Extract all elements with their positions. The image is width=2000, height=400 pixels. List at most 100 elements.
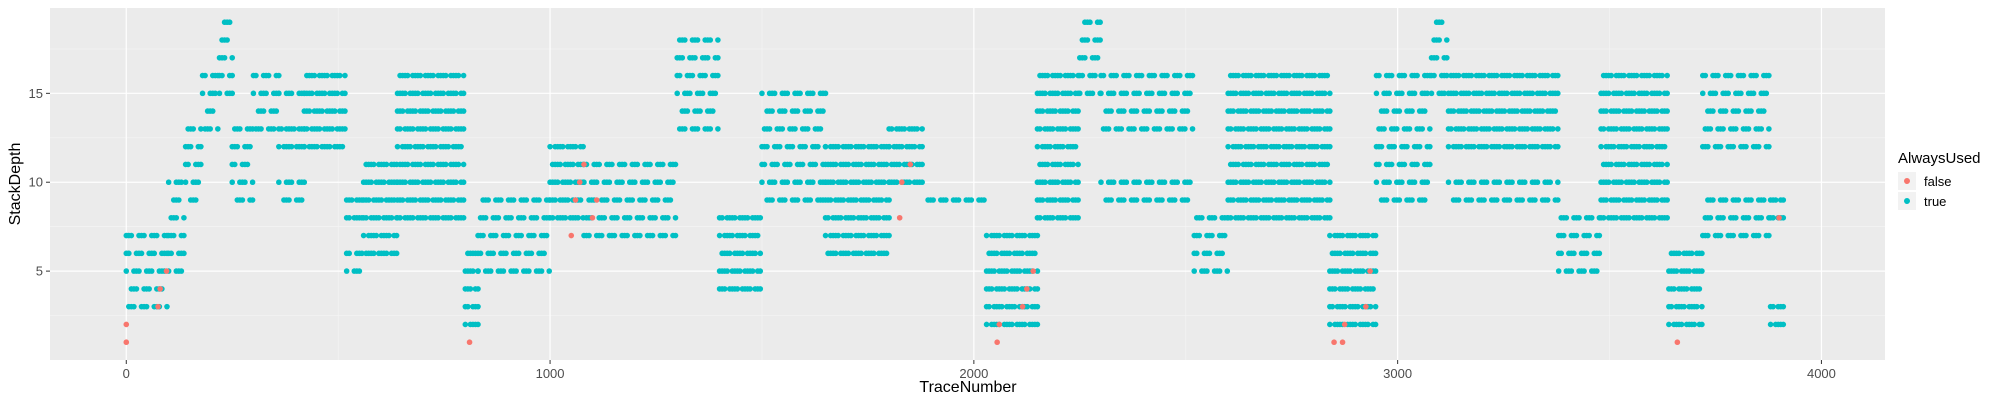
- point-true: [1712, 90, 1719, 97]
- point-true: [1424, 90, 1431, 97]
- point-true: [265, 72, 272, 79]
- point-true: [460, 161, 467, 168]
- point-false: [1341, 321, 1348, 328]
- point-true: [1288, 143, 1295, 150]
- point-true: [498, 197, 504, 203]
- point-true: [1539, 108, 1546, 114]
- point-true: [356, 268, 363, 274]
- point-true: [301, 143, 308, 150]
- point-true: [1365, 321, 1371, 328]
- point-true: [1699, 268, 1705, 274]
- point-true: [422, 214, 429, 221]
- point-true: [1644, 90, 1650, 97]
- point-true: [276, 90, 282, 97]
- point-true: [1105, 126, 1112, 132]
- point-true: [784, 90, 791, 97]
- point-true: [455, 72, 462, 79]
- point-true: [1271, 90, 1277, 97]
- point-true: [1065, 108, 1071, 114]
- point-true: [672, 232, 679, 239]
- point-true: [1427, 161, 1433, 168]
- point-true: [1483, 143, 1490, 150]
- point-true: [247, 143, 253, 150]
- point-true: [412, 197, 419, 203]
- point-true: [1230, 197, 1237, 203]
- point-true: [1478, 90, 1485, 97]
- point-true: [1616, 197, 1622, 203]
- point-true: [930, 197, 936, 203]
- point-true: [1199, 214, 1205, 221]
- point-true: [1506, 197, 1513, 203]
- point-true: [370, 161, 377, 168]
- point-true: [209, 108, 216, 114]
- point-true: [843, 179, 849, 186]
- point-true: [810, 179, 816, 186]
- point-true: [226, 19, 233, 26]
- point-true: [639, 214, 646, 221]
- x-axis-title: TraceNumber: [919, 379, 1017, 396]
- point-true: [1699, 303, 1705, 310]
- plot-panel: [50, 8, 1885, 360]
- point-true: [1766, 232, 1772, 239]
- point-true: [1529, 90, 1536, 97]
- point-true: [1316, 126, 1323, 132]
- y-axis-ticks: 5 10 15: [29, 86, 50, 279]
- point-true: [616, 197, 623, 203]
- point-true: [1337, 250, 1343, 257]
- point-true: [460, 179, 467, 186]
- point-true: [1327, 214, 1333, 221]
- point-true: [1699, 250, 1705, 257]
- point-true: [448, 214, 454, 221]
- point-true: [199, 90, 206, 97]
- point-true: [692, 54, 698, 61]
- point-true: [1321, 179, 1328, 186]
- point-true: [554, 179, 561, 186]
- point-true: [460, 108, 467, 114]
- point-true: [1146, 197, 1153, 203]
- point-true: [1471, 179, 1477, 186]
- point-true: [1327, 90, 1333, 97]
- point-true: [822, 90, 829, 97]
- point-true: [1151, 72, 1158, 79]
- point-true: [422, 126, 429, 132]
- point-true: [304, 126, 310, 132]
- point-true: [981, 197, 987, 203]
- point-true: [906, 179, 913, 186]
- point-true: [1082, 54, 1088, 61]
- point-true: [342, 126, 348, 132]
- point-true: [1555, 90, 1561, 97]
- point-true: [533, 214, 540, 221]
- point-true: [1100, 72, 1107, 79]
- point-true: [1065, 197, 1071, 203]
- point-true: [1534, 143, 1541, 150]
- point-true: [510, 197, 517, 203]
- point-false: [568, 232, 575, 239]
- point-true: [726, 250, 733, 257]
- point-true: [430, 72, 436, 79]
- point-true: [397, 126, 403, 132]
- point-true: [1044, 161, 1051, 168]
- point-true: [331, 108, 338, 114]
- point-true: [1149, 90, 1155, 97]
- point-true: [523, 197, 530, 203]
- point-true: [858, 161, 864, 168]
- point-true: [549, 214, 556, 221]
- point-true: [1438, 19, 1445, 26]
- point-true: [224, 37, 230, 43]
- point-true: [1766, 143, 1772, 150]
- point-true: [1372, 232, 1379, 239]
- point-true: [1688, 250, 1695, 257]
- y-tick-label: 10: [29, 175, 43, 190]
- x-axis-ticks: 0 1000 2000 3000 4000: [123, 360, 1836, 381]
- point-true: [886, 232, 892, 239]
- point-true: [810, 90, 816, 97]
- point-true: [1314, 143, 1320, 150]
- point-true: [1357, 286, 1364, 292]
- point-true: [567, 179, 574, 186]
- point-true: [399, 197, 406, 203]
- point-true: [348, 197, 355, 203]
- point-true: [662, 232, 669, 239]
- y-tick-label: 5: [36, 264, 43, 279]
- point-true: [1654, 197, 1660, 203]
- point-true: [779, 126, 786, 132]
